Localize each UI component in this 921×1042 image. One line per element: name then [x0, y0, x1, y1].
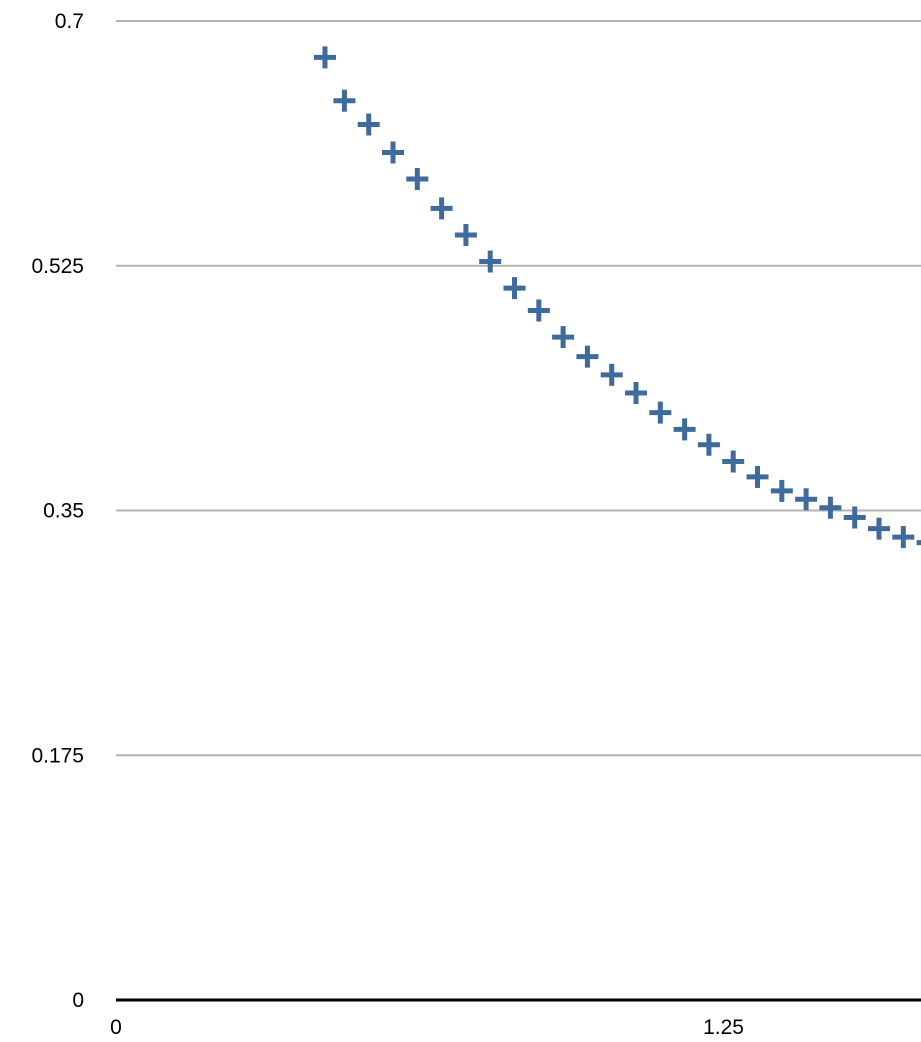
data-point: [430, 197, 453, 220]
y-tick-label: 0: [72, 989, 84, 1012]
gridlines: [116, 20, 921, 757]
data-point: [795, 488, 818, 511]
data-point: [722, 450, 745, 473]
data-point: [746, 465, 769, 488]
data-point: [843, 506, 866, 529]
y-tick-label: 0.525: [31, 255, 84, 278]
data-point: [625, 382, 648, 405]
data-point: [892, 526, 915, 549]
data-series: [313, 46, 921, 549]
y-tick-label: 0.175: [31, 744, 84, 767]
data-point: [503, 277, 526, 300]
data-point: [576, 345, 599, 368]
data-point: [357, 113, 380, 136]
data-point: [600, 363, 623, 386]
data-point: [673, 418, 696, 441]
data-point: [868, 517, 891, 540]
data-point: [313, 46, 336, 69]
data-point: [406, 168, 429, 191]
data-point: [333, 89, 356, 112]
data-point: [770, 479, 793, 502]
y-tick-label: 0.7: [55, 10, 84, 33]
data-point: [819, 496, 842, 519]
data-point: [527, 299, 550, 322]
data-point: [382, 141, 405, 164]
x-tick-label: 1.25: [703, 1016, 744, 1039]
y-axis-tick-labels: 0 0.175 0.35 0.525 0.7: [31, 10, 84, 1012]
data-point: [454, 223, 477, 246]
data-point: [552, 326, 575, 349]
data-point: [916, 540, 921, 546]
data-point: [479, 250, 502, 273]
x-axis-tick-labels: 01.252.5: [110, 1016, 744, 1039]
data-point: [697, 433, 720, 456]
x-tick-label: 0: [110, 1016, 122, 1039]
data-point: [649, 401, 672, 424]
y-tick-label: 0.35: [43, 500, 84, 523]
